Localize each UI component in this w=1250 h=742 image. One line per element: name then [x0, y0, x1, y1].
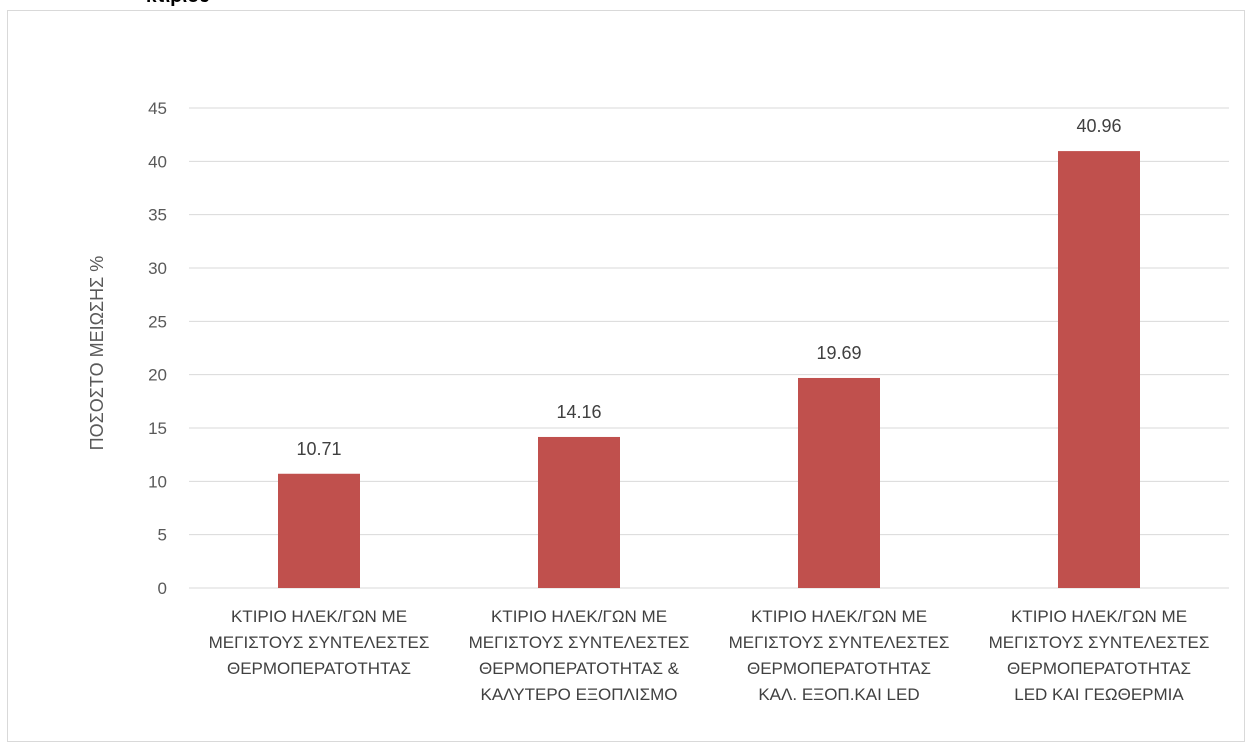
page-heading-fragment: κτιρίου [0, 0, 1250, 8]
y-tick-label: 25 [148, 312, 167, 331]
y-tick-label: 0 [158, 579, 167, 598]
y-tick-label: 45 [148, 99, 167, 118]
category-labels: ΚΤΙΡΙΟ ΗΛΕΚ/ΓΩΝ ΜΕ ΜΕΓΙΣΤΟΥΣ ΣΥΝΤΕΛΕΣΤΕΣ Θ… [209, 607, 1210, 704]
category-label-line: ΚΤΙΡΙΟ ΗΛΕΚ/ΓΩΝ ΜΕ [751, 607, 927, 626]
category-label-line: ΜΕΓΙΣΤΟΥΣ ΣΥΝΤΕΛΕΣΤΕΣ [469, 633, 690, 652]
y-tick-labels: 0 5 10 15 20 25 30 35 40 45 [148, 99, 167, 598]
category-label: ΚΤΙΡΙΟ ΗΛΕΚ/ΓΩΝ ΜΕ ΜΕΓΙΣΤΟΥΣ ΣΥΝΤΕΛΕΣΤΕΣ Θ… [469, 607, 690, 704]
y-tick-label: 5 [158, 526, 167, 545]
category-label-line: ΚΑΛ. ΕΞΟΠ.ΚΑΙ LED [758, 685, 919, 704]
category-label-line: ΚΤΙΡΙΟ ΗΛΕΚ/ΓΩΝ ΜΕ [491, 607, 667, 626]
data-label: 14.16 [556, 402, 601, 422]
category-label-line: ΜΕΓΙΣΤΟΥΣ ΣΥΝΤΕΛΕΣΤΕΣ [729, 633, 950, 652]
bar [538, 436, 620, 588]
y-tick-label: 30 [148, 259, 167, 278]
category-label-line: ΘΕΡΜΟΠΕΡΑΤΟΤΗΤΑΣ [227, 659, 411, 678]
category-label-line: ΘΕΡΜΟΠΕΡΑΤΟΤΗΤΑΣ & [479, 659, 680, 678]
y-tick-label: 20 [148, 366, 167, 385]
category-label-line: ΚΤΙΡΙΟ ΗΛΕΚ/ΓΩΝ ΜΕ [231, 607, 407, 626]
bar [1058, 151, 1140, 589]
category-label-line: ΜΕΓΙΣΤΟΥΣ ΣΥΝΤΕΛΕΣΤΕΣ [989, 633, 1210, 652]
category-label-line: LED ΚΑΙ ΓΕΩΘΕΡΜΙΑ [1014, 685, 1184, 704]
y-tick-label: 15 [148, 419, 167, 438]
bar [278, 473, 360, 588]
data-label: 10.71 [296, 439, 341, 459]
category-label-line: ΘΕΡΜΟΠΕΡΑΤΟΤΗΤΑΣ [1007, 659, 1191, 678]
category-label-line: ΜΕΓΙΣΤΟΥΣ ΣΥΝΤΕΛΕΣΤΕΣ [209, 633, 430, 652]
category-label: ΚΤΙΡΙΟ ΗΛΕΚ/ΓΩΝ ΜΕ ΜΕΓΙΣΤΟΥΣ ΣΥΝΤΕΛΕΣΤΕΣ Θ… [989, 607, 1210, 704]
y-tick-label: 10 [148, 472, 167, 491]
category-label: ΚΤΙΡΙΟ ΗΛΕΚ/ΓΩΝ ΜΕ ΜΕΓΙΣΤΟΥΣ ΣΥΝΤΕΛΕΣΤΕΣ Θ… [209, 607, 430, 678]
chart-container: 10.71 14.16 19.69 40.96 0 5 10 15 20 25 30 35 40 45 … [7, 10, 1245, 742]
data-labels: 10.71 14.16 19.69 40.96 [296, 116, 1121, 459]
gridlines [189, 107, 1229, 589]
bars [278, 151, 1140, 589]
category-label-line: ΚΑΛΥΤΕΡΟ ΕΞΟΠΛΙΣΜΟ [481, 685, 678, 704]
category-label-line: ΚΤΙΡΙΟ ΗΛΕΚ/ΓΩΝ ΜΕ [1011, 607, 1187, 626]
category-label: ΚΤΙΡΙΟ ΗΛΕΚ/ΓΩΝ ΜΕ ΜΕΓΙΣΤΟΥΣ ΣΥΝΤΕΛΕΣΤΕΣ Θ… [729, 607, 950, 704]
category-label-line: ΘΕΡΜΟΠΕΡΑΤΟΤΗΤΑΣ [747, 659, 931, 678]
y-tick-label: 40 [148, 152, 167, 171]
y-axis-title: ΠΟΣΟΣΤΟ ΜΕΙΩΣΗΣ % [87, 256, 107, 451]
bar [798, 377, 880, 588]
y-tick-label: 35 [148, 206, 167, 225]
data-label: 19.69 [816, 343, 861, 363]
heading-text: κτιρίου [146, 0, 210, 8]
data-label: 40.96 [1076, 116, 1121, 136]
